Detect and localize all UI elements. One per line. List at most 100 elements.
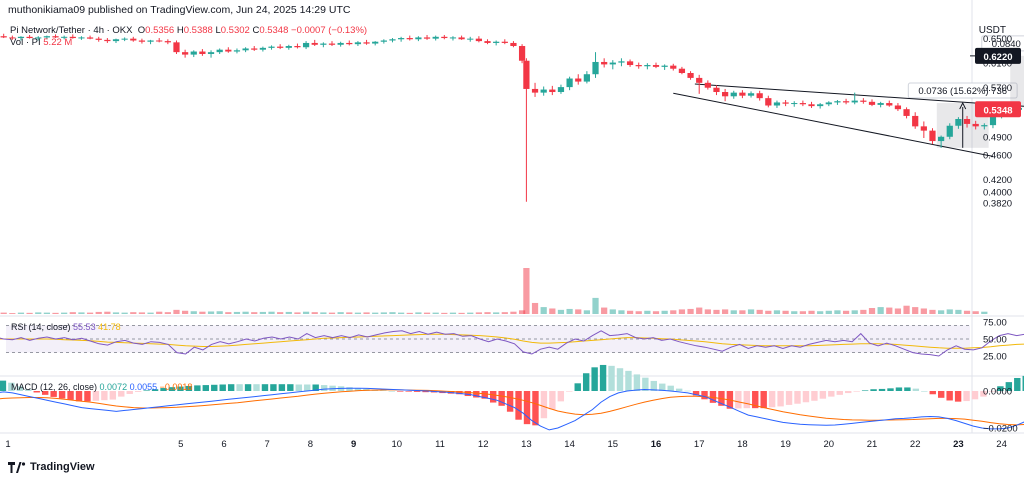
macd-hist-bar: [177, 386, 184, 391]
candle-body: [644, 65, 651, 67]
volume-bar: [773, 310, 781, 314]
high-label: H: [176, 25, 184, 36]
volume-bar: [877, 307, 884, 314]
time-tick-label: 12: [478, 439, 489, 450]
candle-body: [251, 48, 258, 50]
candle-body: [549, 89, 556, 93]
macd-hist-bar: [963, 391, 970, 402]
time-tick-label: 15: [608, 439, 619, 450]
macd-hist-bar: [650, 380, 658, 391]
candle-body: [756, 93, 763, 99]
macd-hist-bar: [599, 364, 607, 391]
volume-bar: [626, 310, 634, 314]
macd-hist-bar: [413, 391, 421, 392]
macd-hist-bar: [388, 391, 395, 392]
candle-body: [493, 41, 500, 43]
macd-signal-value: −0.0018: [159, 382, 193, 392]
rsi-line: [0, 330, 1024, 357]
symbol-title[interactable]: Pi Network/Tether · 4h · OKX: [10, 25, 133, 36]
macd-hist-bar: [988, 391, 996, 392]
candle-body: [618, 61, 625, 63]
candle-body: [86, 37, 94, 39]
candle-body: [156, 40, 163, 42]
volume-bar: [618, 310, 625, 314]
volume-bar: [415, 312, 422, 314]
volume-bar: [756, 309, 763, 314]
macd-hist-bar: [997, 386, 1004, 391]
candle-body: [609, 62, 616, 65]
volume-bar: [277, 312, 284, 314]
tradingview-footer[interactable]: TradingView: [8, 461, 95, 473]
macd-hist-bar: [304, 384, 311, 391]
macd-hist-bar: [8, 382, 15, 391]
macd-hist-value: 0.0072: [99, 382, 128, 392]
candle-body: [328, 43, 336, 45]
macd-title[interactable]: MACD (12, 26, close): [11, 382, 98, 392]
volume-bar: [791, 311, 798, 314]
volume-bar: [104, 311, 111, 314]
candle-body: [242, 48, 249, 51]
price-tick-label: 0.6500: [983, 34, 1012, 45]
macd-hist-bar: [625, 370, 632, 391]
macd-hist-bar: [278, 384, 286, 391]
volume-bar: [302, 311, 310, 314]
volume-bar: [912, 307, 919, 314]
macd-hist-bar: [354, 388, 362, 391]
candle-body: [363, 42, 370, 44]
low-label: L: [215, 25, 221, 36]
measure-label-text: 0.0840 (15.62%) 840: [992, 39, 1024, 50]
candle-body: [147, 40, 154, 42]
measure-label-box: [981, 35, 1024, 52]
candle-body: [635, 65, 642, 67]
price-label-box: [975, 101, 1021, 118]
macd-hist-bar: [819, 391, 827, 399]
candle-body: [121, 38, 128, 40]
volume-bar: [946, 309, 953, 314]
candle-body: [791, 103, 798, 105]
macd-hist-bar: [67, 391, 74, 400]
macd-hist-bar: [405, 391, 412, 392]
macd-hist-bar: [134, 391, 142, 392]
macd-hist-bar: [84, 391, 91, 402]
volume-bar: [363, 312, 370, 314]
change-value: −0.0007 (−0.13%): [291, 25, 368, 36]
candle-body: [938, 136, 945, 142]
volume-bar: [156, 311, 163, 314]
volume-bar: [61, 312, 68, 314]
volume-bar: [225, 312, 232, 314]
volume-bar: [328, 312, 336, 314]
macd-hist-bar: [735, 391, 742, 409]
candle-body: [799, 103, 806, 105]
candle-body: [747, 93, 755, 96]
candle-body: [285, 46, 292, 48]
volume-bar: [713, 309, 720, 314]
candle-body: [199, 51, 206, 54]
rsi-tick-label: 25.00: [983, 352, 1007, 363]
macd-hist-bar: [845, 391, 852, 394]
measure-label-text: 0.0736 (15.62%) 736: [918, 86, 1007, 97]
candle-body: [372, 41, 379, 44]
time-tick-label: 18: [737, 439, 748, 450]
time-tick-label: 22: [910, 439, 921, 450]
volume-bar: [164, 312, 171, 314]
macd-hist-bar: [287, 384, 294, 391]
candle-body: [817, 104, 824, 107]
candle-body: [825, 102, 832, 105]
macd-hist-bar: [836, 391, 843, 395]
volume-bar: [518, 310, 526, 314]
candle-body: [713, 87, 720, 93]
rsi-title[interactable]: RSI (14, close): [11, 322, 71, 332]
time-tick-label: 1: [5, 439, 10, 450]
currency-label[interactable]: USDT: [978, 25, 1006, 36]
volume-bar: [380, 312, 387, 314]
candle-body: [912, 115, 919, 127]
measure-arrowhead: [959, 101, 967, 110]
price-tick-label: 0.5700: [983, 83, 1012, 94]
volume-value: 5.22 M: [43, 37, 73, 48]
low-value: 0.5302: [220, 25, 250, 36]
macd-hist-bar: [295, 384, 302, 391]
time-tick-label: 10: [392, 439, 403, 450]
time-tick-label: 19: [780, 439, 791, 450]
candle-body: [380, 40, 387, 42]
close-value: 0.5348: [259, 25, 289, 36]
